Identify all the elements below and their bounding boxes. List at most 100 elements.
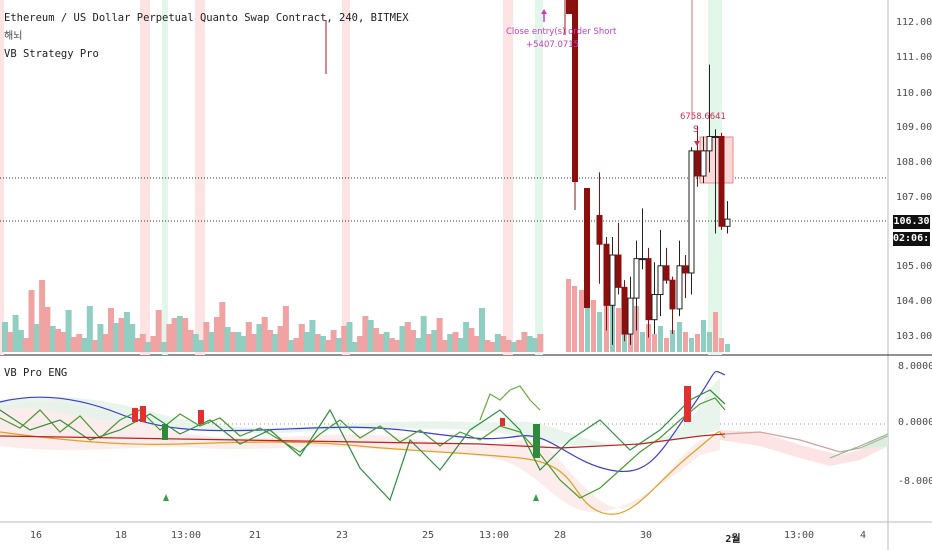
- time-label: 4: [859, 530, 867, 541]
- entry-price-label: 6758.6641: [680, 112, 726, 122]
- volume-bar: [431, 330, 438, 352]
- volume-bar: [60, 332, 67, 352]
- volume-bar: [182, 318, 189, 352]
- volume-bar: [351, 342, 358, 352]
- buy-signal-triangle: [163, 494, 169, 501]
- signal-bar: [533, 424, 540, 458]
- signal-bar: [132, 408, 138, 422]
- volume-bar: [293, 338, 300, 352]
- volume-bar: [463, 322, 470, 352]
- volume-bar: [373, 328, 379, 352]
- time-label: 13:00: [783, 530, 815, 541]
- volume-bar: [362, 316, 369, 352]
- volume-bar: [23, 338, 30, 352]
- candle: [706, 135, 713, 152]
- candle: [645, 258, 652, 321]
- volume-bar: [701, 320, 706, 352]
- volume-bar: [341, 326, 348, 352]
- volume-bar: [683, 332, 688, 352]
- signal-stripe: [195, 0, 205, 355]
- indicator-title[interactable]: VB Pro ENG: [4, 367, 68, 379]
- price-tick: 112.00: [896, 17, 932, 28]
- price-tick: 107.00: [896, 192, 932, 203]
- volume-bar: [484, 340, 491, 352]
- volume-bar: [367, 320, 374, 352]
- time-label: 18: [114, 530, 128, 541]
- volume-bar: [166, 324, 173, 352]
- volume-bar: [646, 324, 651, 352]
- candle: [639, 258, 646, 261]
- volume-bar: [102, 334, 109, 352]
- volume-bar: [473, 336, 480, 352]
- candle: [676, 265, 683, 310]
- time-label: 16: [29, 530, 43, 541]
- volume-bar: [566, 279, 571, 352]
- indicator-tick: 8.0000: [898, 361, 932, 372]
- volume-bar: [55, 329, 61, 352]
- volume-bar: [719, 338, 724, 352]
- volume-bar: [585, 274, 590, 352]
- volume-bar: [677, 322, 682, 352]
- price-tick: 108.00: [896, 157, 932, 168]
- close-profit-label: +5407.0715: [526, 40, 580, 50]
- indicator-tick: -8.0000: [898, 476, 932, 487]
- volume-bar: [468, 328, 475, 352]
- volume-bar: [145, 342, 152, 352]
- volume-bar: [591, 300, 596, 352]
- last-price-tag: 106.30: [893, 215, 930, 229]
- volume-bar: [725, 344, 730, 352]
- volume-bar: [176, 316, 183, 352]
- candle: [682, 265, 689, 274]
- strategy-label[interactable]: VB Strategy Pro: [4, 48, 99, 60]
- volume-bar: [155, 310, 162, 352]
- time-label-month: 2월: [725, 534, 741, 545]
- volume-bar: [335, 338, 342, 352]
- volume-bar: [2, 322, 8, 352]
- volume-bar: [229, 332, 236, 352]
- volume-bar: [689, 338, 694, 352]
- volume-bar: [208, 332, 215, 352]
- volume-bar: [224, 327, 231, 352]
- volume-bar: [198, 340, 205, 352]
- volume-bar: [441, 340, 448, 352]
- volume-bar: [532, 338, 538, 352]
- volume-bar: [171, 318, 178, 352]
- candle: [596, 215, 603, 245]
- volume-bar: [404, 322, 411, 352]
- volume-bar: [415, 338, 422, 352]
- signal-stripe: [0, 0, 4, 355]
- volume-bar: [203, 322, 210, 352]
- volume-bar: [320, 336, 326, 352]
- volume-bar: [251, 334, 258, 352]
- volume-bar: [214, 317, 220, 352]
- volume-bar: [76, 334, 83, 352]
- volume-bar: [457, 338, 464, 352]
- volume-bar: [309, 320, 316, 352]
- volume-bar: [17, 330, 24, 352]
- volume-bar: [526, 336, 533, 352]
- indicator-line: [724, 431, 889, 453]
- price-tick: 111.00: [896, 52, 932, 63]
- volume-bar: [219, 302, 226, 352]
- candle: [669, 279, 676, 310]
- bar-countdown-tag: 02:06:17: [893, 232, 932, 246]
- volume-bar: [86, 306, 93, 352]
- candle: [572, 0, 578, 182]
- candle: [700, 150, 707, 177]
- volume-bar: [426, 334, 432, 352]
- symbol-subtitle: 해​뇌: [4, 31, 23, 42]
- candle: [718, 135, 725, 227]
- candle: [584, 188, 590, 308]
- volume-bar: [113, 323, 120, 352]
- volume-bar: [272, 334, 279, 352]
- volume-bar: [39, 280, 46, 352]
- volume-bar: [187, 330, 194, 352]
- volume-bar: [240, 336, 247, 352]
- indicator-line: [0, 431, 726, 515]
- price-tick: 103.00: [896, 331, 932, 342]
- volume-bar: [12, 315, 19, 352]
- time-label: 28: [553, 530, 567, 541]
- volume-bar: [640, 332, 645, 352]
- volume-bar: [298, 324, 305, 352]
